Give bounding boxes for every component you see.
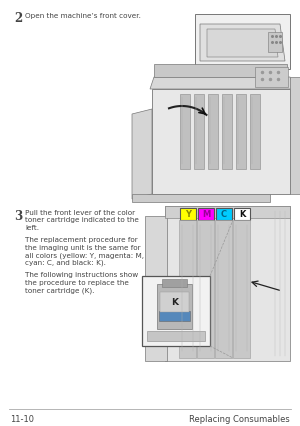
Bar: [198, 208, 214, 221]
Bar: [234, 208, 250, 221]
Bar: [179, 221, 196, 358]
Bar: [216, 208, 232, 221]
Bar: [159, 311, 190, 321]
Text: The replacement procedure for: The replacement procedure for: [25, 237, 138, 243]
Bar: [255, 68, 288, 88]
Text: The following instructions show: The following instructions show: [25, 272, 138, 278]
Text: 2: 2: [14, 12, 22, 25]
Bar: [165, 207, 290, 219]
Bar: [160, 292, 189, 312]
Bar: [180, 208, 196, 221]
Polygon shape: [132, 110, 152, 199]
Text: 11-10: 11-10: [10, 414, 34, 423]
Text: Open the machine’s front cover.: Open the machine’s front cover.: [25, 13, 141, 19]
Text: Replacing Consumables: Replacing Consumables: [189, 414, 290, 423]
Polygon shape: [150, 78, 295, 90]
Bar: [180, 95, 190, 170]
Text: the procedure to replace the: the procedure to replace the: [25, 279, 129, 285]
Polygon shape: [207, 30, 278, 58]
Bar: [152, 90, 290, 195]
Bar: [195, 15, 290, 70]
Bar: [250, 95, 260, 170]
Text: M: M: [202, 210, 210, 219]
Text: all colors (yellow: Y, magenta: M,: all colors (yellow: Y, magenta: M,: [25, 252, 144, 259]
Text: 3: 3: [14, 210, 22, 222]
Bar: [154, 65, 287, 78]
Text: left.: left.: [25, 225, 39, 230]
Text: Pull the front lever of the color: Pull the front lever of the color: [25, 210, 135, 216]
Bar: [147, 331, 205, 341]
Bar: [236, 95, 246, 170]
Bar: [157, 284, 192, 329]
Bar: [290, 78, 300, 195]
Bar: [197, 221, 214, 358]
Bar: [233, 221, 250, 358]
Polygon shape: [200, 25, 285, 62]
Bar: [268, 33, 282, 53]
Bar: [145, 216, 167, 361]
Text: Y: Y: [185, 210, 191, 219]
Bar: [222, 95, 232, 170]
Text: K: K: [239, 210, 245, 219]
Text: C: C: [221, 210, 227, 219]
Text: toner cartridge indicated to the: toner cartridge indicated to the: [25, 217, 139, 223]
Bar: [162, 279, 187, 287]
Text: the imaging unit is the same for: the imaging unit is the same for: [25, 245, 141, 250]
Bar: [142, 276, 210, 346]
Text: toner cartridge (K).: toner cartridge (K).: [25, 287, 94, 294]
Text: K: K: [171, 298, 178, 307]
Text: cyan: C, and black: K).: cyan: C, and black: K).: [25, 259, 106, 266]
Polygon shape: [132, 195, 270, 202]
Bar: [208, 95, 218, 170]
Bar: [215, 221, 232, 358]
Bar: [165, 207, 290, 361]
Bar: [194, 95, 204, 170]
